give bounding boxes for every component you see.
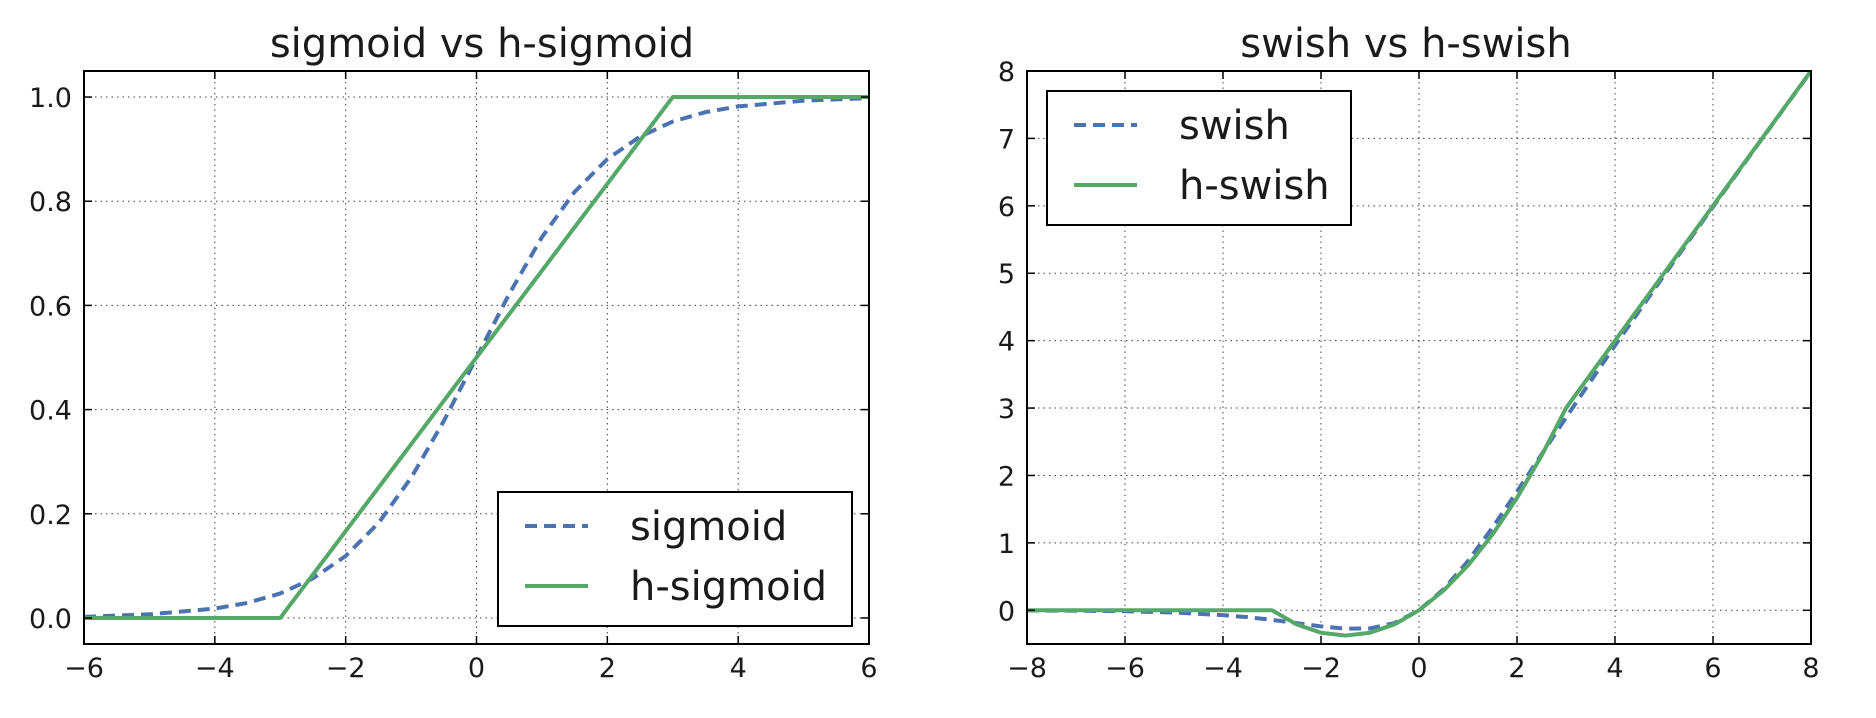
x-tick-label: −6 <box>1105 653 1145 684</box>
x-tick-label: −6 <box>64 653 104 684</box>
x-tick-label: 6 <box>860 653 877 684</box>
x-tick-label: 0 <box>1410 653 1427 684</box>
y-tick-label: 0 <box>998 596 1015 627</box>
x-tick-label: 6 <box>1704 653 1721 684</box>
x-tick-label: −2 <box>326 653 366 684</box>
legend-label-h-swish: h-swish <box>1179 163 1330 209</box>
y-tick-label: 0.2 <box>29 500 72 531</box>
x-tick-label: −4 <box>1203 653 1243 684</box>
chart-title-swish: swish vs h-swish <box>1240 21 1571 67</box>
legend-box <box>1046 90 1352 226</box>
y-tick-label: 7 <box>998 124 1015 155</box>
legend-label-swish: swish <box>1179 103 1290 149</box>
y-tick-label: 0.4 <box>29 396 72 427</box>
panel-sigmoid: sigmoid vs h-sigmoid −6 −4 −2 0 2 4 6 0.0 0.2 0.4… <box>29 21 878 684</box>
y-tick-label: 2 <box>998 461 1015 492</box>
x-tick-label: 2 <box>1508 653 1525 684</box>
x-tick-label: 2 <box>599 653 616 684</box>
y-tick-label: 0.6 <box>29 291 72 322</box>
plot-area-swish: −8 −6 −4 −2 0 2 4 6 8 0 1 2 3 4 5 6 7 8 swish h-swish <box>998 57 1820 684</box>
x-tick-label: −4 <box>195 653 235 684</box>
y-tick-label: 1.0 <box>29 83 72 114</box>
y-tick-label: 1 <box>998 529 1015 560</box>
x-tick-label: 4 <box>730 653 747 684</box>
series-line-h-swish <box>1027 71 1811 638</box>
x-tick-label: −8 <box>1007 653 1047 684</box>
legend-label-sigmoid: sigmoid <box>630 504 787 550</box>
x-tick-label: 8 <box>1802 653 1819 684</box>
y-tick-label: 3 <box>998 394 1015 425</box>
legend-box <box>497 491 853 627</box>
y-tick-label: 6 <box>998 192 1015 223</box>
legend: swish h-swish <box>1046 90 1352 226</box>
series-line-h-sigmoid <box>84 95 869 620</box>
y-tick-label: 5 <box>998 259 1015 290</box>
y-tick-label: 4 <box>998 327 1015 358</box>
y-tick-label: 0.0 <box>29 604 72 635</box>
x-tick-label: −2 <box>1301 653 1341 684</box>
y-tick-label: 0.8 <box>29 187 72 218</box>
panel-swish: swish vs h-swish −8 −6 −4 −2 0 2 4 6 8012345678s… <box>998 21 1820 684</box>
series-line-swish <box>1027 71 1811 631</box>
chart-title-sigmoid: sigmoid vs h-sigmoid <box>270 21 694 67</box>
legend: sigmoid h-sigmoid <box>497 491 853 627</box>
plot-area-sigmoid: −6 −4 −2 0 2 4 6 0.0 0.2 0.4 0.6 0.8 1.0 sigmoid h-sig… <box>29 70 878 684</box>
x-tick-label: 0 <box>468 653 485 684</box>
x-tick-label: 4 <box>1606 653 1623 684</box>
legend-label-h-sigmoid: h-sigmoid <box>630 564 827 610</box>
y-tick-label: 8 <box>998 57 1015 88</box>
